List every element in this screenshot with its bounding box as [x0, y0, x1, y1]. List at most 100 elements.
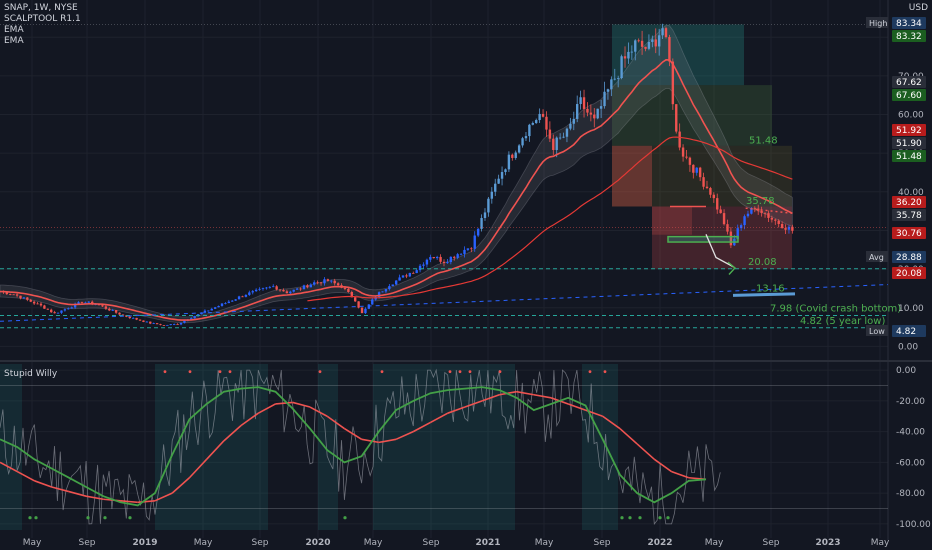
price-tag-bg — [892, 137, 926, 149]
candle-body — [333, 280, 336, 284]
osc-highlight — [582, 364, 618, 530]
candle-body — [231, 300, 234, 302]
candle-body — [702, 177, 705, 187]
osc-tick: -80.00 — [896, 489, 925, 499]
candle-body — [241, 296, 244, 298]
candle-body — [354, 297, 357, 302]
osc-marker-top — [498, 370, 502, 374]
candle-body — [722, 213, 726, 225]
stop-zone-3 — [652, 206, 692, 235]
candle-body — [207, 310, 210, 312]
indicator-ema-1[interactable]: EMA — [4, 25, 24, 35]
candle-body — [313, 282, 316, 285]
candle-body — [272, 286, 275, 288]
candle-body — [582, 97, 586, 109]
candle-body — [753, 207, 756, 209]
time-tick: 2022 — [647, 538, 672, 548]
annotation-4: 7.98 (Covid crash bottom) — [770, 304, 901, 315]
candle-body — [371, 299, 374, 305]
candle-body — [22, 297, 26, 299]
candle-body — [552, 138, 555, 150]
candle-body — [681, 147, 685, 157]
osc-signal-segment — [533, 393, 552, 399]
candle-body — [299, 288, 302, 290]
candle-body — [511, 154, 514, 158]
candle-body — [9, 294, 12, 295]
candle-body — [302, 285, 306, 290]
osc-signal-segment — [395, 430, 414, 441]
candle-body — [101, 305, 104, 307]
osc-highlight — [0, 364, 22, 530]
candle-body — [558, 137, 562, 139]
osc-fast-line — [0, 386, 707, 507]
time-tick: May — [871, 538, 890, 548]
candle-body — [347, 288, 350, 292]
candle-body — [203, 310, 207, 313]
osc-signal-segment — [516, 390, 534, 396]
symbol-title[interactable]: SNAP, 1W, NYSE — [4, 3, 78, 13]
oscillator-title[interactable]: Stupid Willy — [4, 369, 58, 379]
candle-body — [121, 314, 125, 316]
candle-body — [391, 284, 394, 287]
price-tag-label: Low — [869, 327, 885, 336]
oscillator-pane — [0, 368, 888, 525]
osc-signal-segment — [51, 486, 70, 493]
osc-marker — [666, 516, 670, 520]
osc-marker-top — [468, 370, 472, 374]
candle-body — [726, 224, 729, 232]
price-tick: 40.00 — [898, 188, 924, 198]
osc-marker — [128, 516, 132, 520]
candle-body — [494, 183, 497, 192]
candle-body — [394, 280, 398, 285]
osc-tick: -100.00 — [896, 520, 931, 530]
candle-body — [538, 113, 541, 121]
osc-signal-segment — [412, 421, 431, 433]
price-tag-label: High — [869, 19, 887, 28]
annotation-0: 51.48 — [749, 135, 778, 146]
candle-body — [227, 301, 231, 304]
candle-body — [32, 301, 36, 304]
osc-marker-top — [588, 370, 592, 374]
osc-tick: -20.00 — [896, 397, 925, 407]
osc-marker — [638, 516, 642, 520]
candle-body — [784, 228, 787, 230]
price-tag-value: 83.34 — [896, 19, 922, 29]
indicator-scalptool[interactable]: SCALPTOOL R1.1 — [4, 14, 81, 24]
candle-body — [432, 257, 435, 259]
candle-body — [5, 291, 9, 295]
price-tag-value: 67.62 — [896, 78, 922, 88]
candle-body — [442, 261, 446, 264]
price-axis: 0.0010.0020.0030.0040.0050.0060.0070.008… — [866, 17, 926, 352]
stop-zone-1 — [612, 145, 652, 207]
indicator-ema-2[interactable]: EMA — [4, 36, 24, 46]
candle-body — [586, 108, 589, 113]
price-tag-value: 83.32 — [896, 32, 922, 42]
candle-body — [657, 35, 661, 47]
osc-signal-segment — [636, 443, 655, 460]
candle-body — [169, 324, 172, 326]
candle-body — [77, 302, 80, 304]
osc-signal-segment — [257, 403, 276, 414]
price-tag-value: 28.88 — [896, 253, 922, 263]
support-box — [667, 235, 739, 243]
osc-signal-segment — [34, 480, 52, 488]
candle-body — [610, 79, 613, 90]
candle-body — [408, 272, 412, 277]
candle-body — [425, 259, 429, 265]
candle-body — [220, 303, 224, 306]
candle-body — [63, 309, 67, 311]
candle-body — [640, 40, 644, 47]
candle-body — [166, 324, 169, 326]
candle-body — [770, 217, 774, 220]
time-tick: May — [364, 538, 383, 548]
candle-body — [791, 226, 794, 231]
candle-body — [528, 124, 531, 137]
candle-body — [388, 286, 391, 290]
candle-body — [377, 292, 381, 297]
candle-body — [712, 194, 716, 199]
candle-body — [671, 61, 675, 105]
price-tag-bg — [892, 325, 926, 337]
candle-body — [155, 323, 159, 325]
osc-marker-top — [163, 370, 167, 374]
projection-bar — [732, 292, 796, 297]
